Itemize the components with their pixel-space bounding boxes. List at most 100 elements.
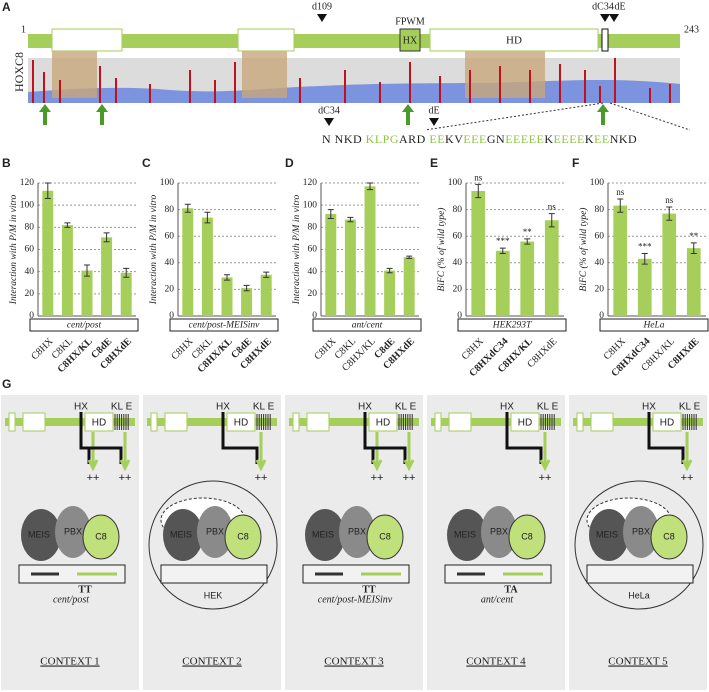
bar: [260, 274, 272, 316]
e-label: E: [126, 402, 133, 413]
hx-label: HX: [358, 402, 372, 413]
y-tick-label: 60: [453, 231, 463, 241]
y-tick-label: 40: [25, 267, 35, 277]
meis-label: MEIS: [312, 529, 334, 539]
domain-box: [306, 412, 330, 432]
hd-label: HD: [506, 35, 522, 47]
domain-box: [8, 412, 16, 432]
y-tick-label: 100: [590, 178, 605, 188]
arrow: [681, 432, 693, 472]
error-bar: [386, 267, 393, 274]
error-bar: [367, 182, 373, 191]
start-label: 1: [21, 24, 26, 35]
sequence-segment: GN: [487, 132, 505, 146]
y-tick-label: 80: [25, 223, 35, 233]
pbx: [55, 506, 91, 558]
bar: [471, 190, 486, 316]
zoom-line: [424, 102, 604, 131]
error-bar: [524, 238, 531, 245]
protein-label: HOXC8: [12, 52, 26, 92]
site-label: TA: [504, 584, 518, 595]
e-label: E: [268, 402, 275, 413]
domain-box: [576, 412, 584, 432]
domain-box: [150, 412, 158, 432]
end-label: 243: [684, 24, 699, 35]
context-label: CONTEXT 4: [466, 656, 526, 668]
c8: [366, 514, 404, 560]
meis-label: MEIS: [28, 529, 50, 539]
error-bar: [224, 274, 230, 281]
y-tick-label: 60: [165, 231, 175, 241]
sequence-segment: KV: [445, 132, 463, 146]
hx-box: [399, 28, 421, 52]
plus-label: ++: [255, 472, 268, 484]
zoom-line: [609, 102, 691, 131]
context-label: CONTEXT 5: [608, 656, 668, 668]
bar: [120, 272, 132, 316]
dna-label: cent/post-MEISinv: [318, 594, 393, 605]
y-tick-label: 80: [308, 223, 318, 233]
y-axis-label: BiFC (% of wild type): [578, 208, 589, 292]
pbx-label: PBX: [490, 526, 508, 536]
sequence-segment: K: [585, 132, 594, 146]
bar: [201, 217, 213, 316]
plus-label: ++: [403, 472, 416, 484]
error-bar: [327, 209, 334, 219]
arrow: [221, 432, 259, 464]
sequence-segment: EE: [594, 132, 610, 146]
significance-label: ***: [638, 242, 652, 252]
sequence-segment: ARD: [399, 132, 429, 146]
region: [52, 48, 97, 98]
error-bar: [243, 284, 250, 292]
significance-label: ns: [548, 202, 557, 212]
protein-bar: [147, 418, 277, 426]
condition-label: HeLa: [642, 321, 664, 331]
error-bar: [548, 213, 555, 228]
panel-letter: A: [2, 0, 11, 14]
condition-label: ant/cent: [352, 321, 383, 331]
y-tick-label: 0: [29, 311, 34, 321]
bar: [325, 214, 337, 316]
nucleus: [148, 480, 278, 610]
bar: [101, 237, 113, 316]
hd-box: [652, 412, 682, 432]
condition-box: [312, 318, 422, 332]
y-tick-label: 0: [312, 311, 317, 321]
pbx-label: PBX: [206, 526, 224, 536]
arrow: [647, 432, 685, 464]
condition-box: [457, 318, 567, 332]
hd-box: [429, 28, 599, 52]
dna: [18, 564, 126, 584]
bar: [61, 225, 73, 316]
protein-bar: [289, 418, 419, 426]
deletion-label: dC34: [318, 105, 340, 116]
kl-label: KL: [253, 402, 266, 413]
condition-label: cent/post-MEISinv: [189, 321, 260, 331]
hd-label: HD: [376, 418, 390, 429]
pbx: [481, 506, 517, 558]
y-tick-label: 40: [308, 267, 318, 277]
bar: [662, 213, 677, 316]
dna-label: ant/cent: [481, 594, 513, 605]
domain-box: [237, 28, 295, 52]
condition-label: cent/post: [67, 321, 102, 331]
y-axis-label: Interaction with P/M in vitro: [9, 195, 19, 306]
dna: [302, 564, 410, 584]
bar: [241, 288, 253, 316]
e-label: E: [552, 402, 559, 413]
context-label: CONTEXT 2: [182, 656, 241, 668]
y-tick-label: 100: [20, 200, 35, 210]
hx-label: HX: [403, 35, 418, 46]
y-tick-label: 20: [595, 285, 605, 295]
dna-label: cent/post: [53, 594, 89, 605]
pbx-label: PBX: [348, 526, 366, 536]
c8-label: C8: [521, 531, 533, 541]
y-tick-label: 80: [453, 205, 463, 215]
y-axis-label: Interaction with P/M in vitro: [292, 195, 302, 306]
domain-box: [51, 28, 123, 52]
bar: [613, 205, 628, 316]
meis: [21, 509, 61, 561]
protein-bar: [5, 418, 135, 426]
dna-label: HEK: [204, 590, 223, 600]
domain-box: [448, 412, 472, 432]
